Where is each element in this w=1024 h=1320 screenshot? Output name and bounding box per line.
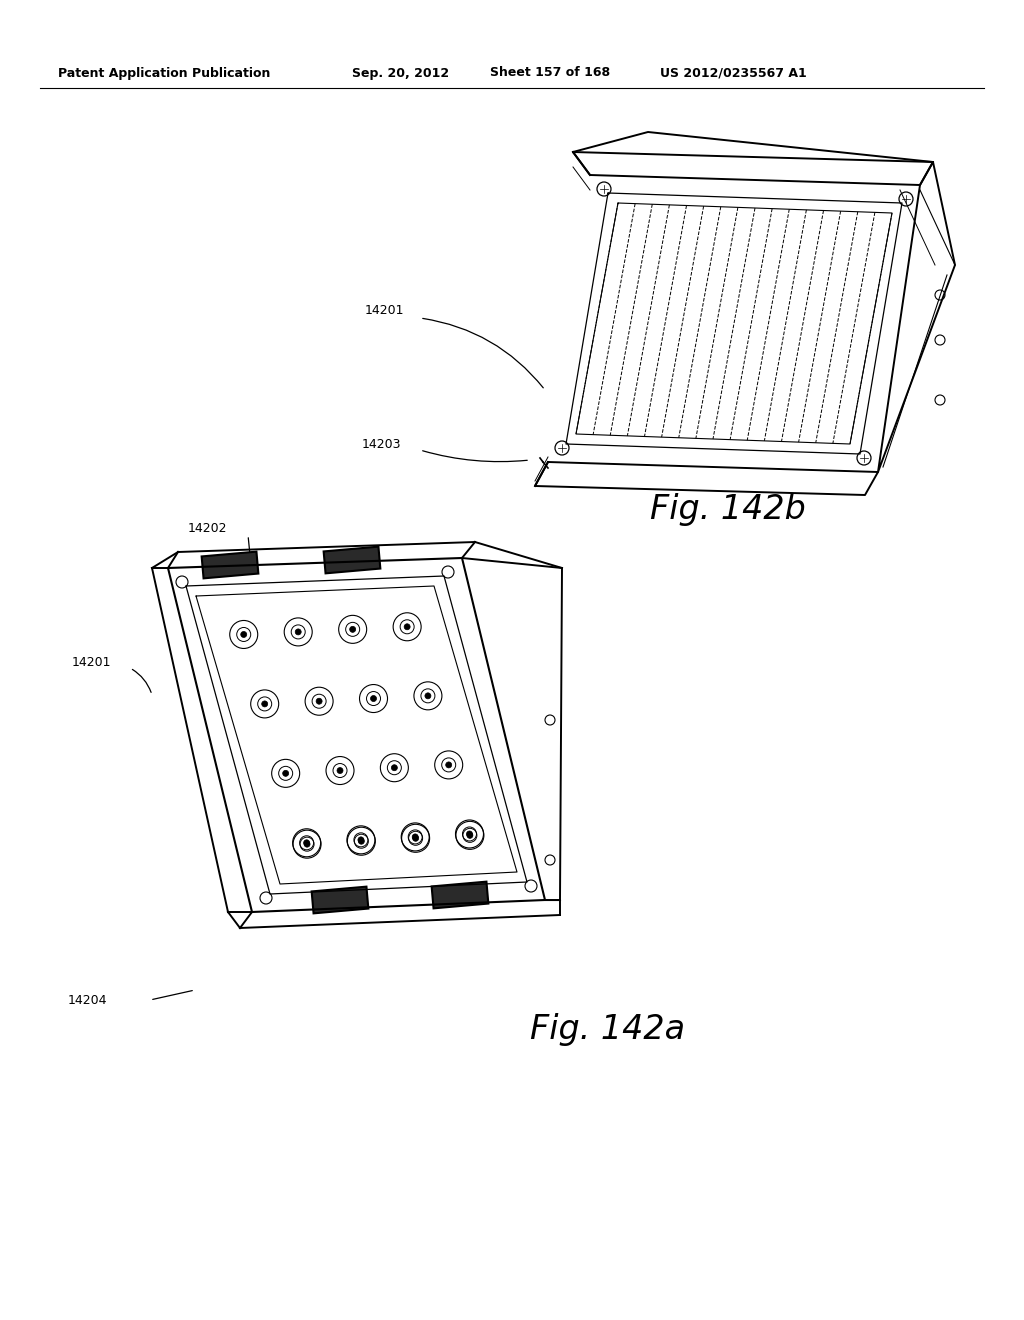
Circle shape: [467, 833, 473, 838]
Circle shape: [283, 771, 289, 776]
Circle shape: [413, 834, 418, 840]
Circle shape: [413, 836, 419, 841]
Polygon shape: [432, 882, 488, 908]
Circle shape: [262, 701, 267, 708]
Polygon shape: [311, 887, 369, 913]
Polygon shape: [202, 552, 258, 578]
Text: 14203: 14203: [362, 438, 401, 451]
Text: Sheet 157 of 168: Sheet 157 of 168: [490, 66, 610, 79]
Circle shape: [371, 696, 377, 701]
Circle shape: [445, 762, 452, 768]
Text: US 2012/0235567 A1: US 2012/0235567 A1: [660, 66, 807, 79]
Circle shape: [358, 837, 364, 843]
Text: Sep. 20, 2012: Sep. 20, 2012: [352, 66, 450, 79]
Circle shape: [241, 631, 247, 638]
Text: 14204: 14204: [68, 994, 108, 1006]
Circle shape: [425, 693, 431, 698]
Circle shape: [316, 698, 323, 704]
Text: Fig. 142b: Fig. 142b: [650, 494, 806, 527]
Circle shape: [349, 627, 355, 632]
Text: 14201: 14201: [72, 656, 112, 668]
Text: 14202: 14202: [188, 521, 227, 535]
Text: 14201: 14201: [365, 304, 404, 317]
Text: Fig. 142a: Fig. 142a: [530, 1014, 685, 1047]
Circle shape: [391, 764, 397, 771]
Circle shape: [404, 624, 411, 630]
Circle shape: [295, 628, 301, 635]
Circle shape: [304, 841, 310, 847]
Circle shape: [467, 832, 472, 837]
Text: Patent Application Publication: Patent Application Publication: [58, 66, 270, 79]
Circle shape: [304, 840, 309, 846]
Circle shape: [358, 838, 365, 845]
Circle shape: [337, 767, 343, 774]
Polygon shape: [324, 546, 380, 573]
